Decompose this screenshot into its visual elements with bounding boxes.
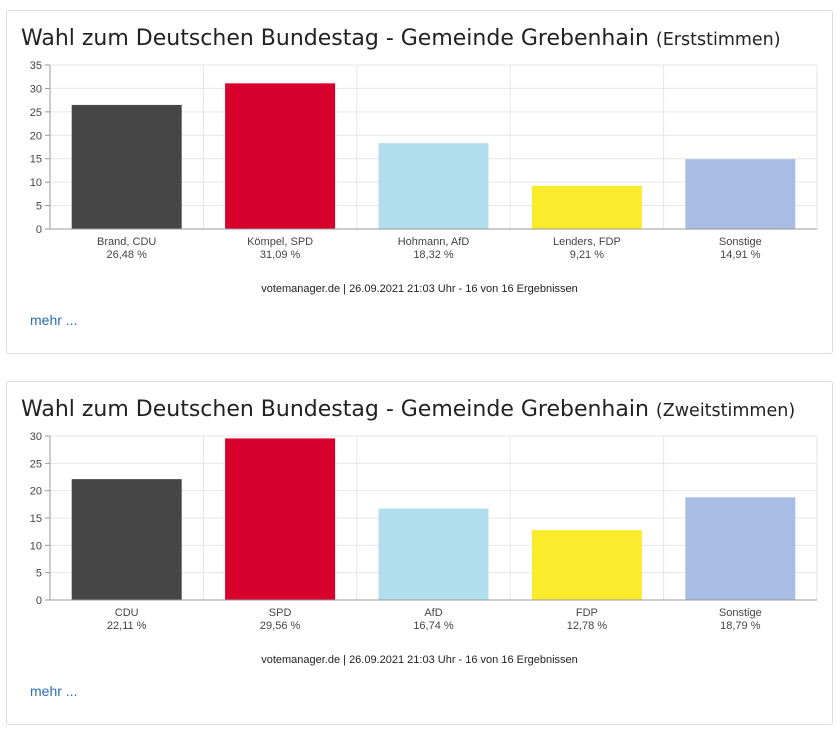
x-tick-label: Sonstige [719,236,762,248]
chart-card-zweitstimmen: Wahl zum Deutschen Bundestag - Gemeinde … [6,381,833,725]
y-tick-label: 5 [36,201,42,213]
y-tick-label: 25 [30,107,42,119]
y-tick-label: 0 [36,224,42,236]
y-tick-label: 30 [30,83,42,95]
source-note: votemanager.de | 26.09.2021 21:03 Uhr - … [261,654,578,666]
x-tick-label: Brand, CDU [97,236,156,248]
bar[interactable] [531,185,642,229]
bar[interactable] [378,508,489,600]
x-tick-label: Sonstige [719,607,762,619]
bar[interactable] [685,497,796,600]
bar[interactable] [225,83,336,230]
y-tick-label: 25 [30,458,42,470]
chart-subtitle: (Erststimmen) [655,30,781,50]
data-label: 18,32 % [413,249,454,261]
y-tick-label: 20 [30,486,42,498]
chart-title: Wahl zum Deutschen Bundestag - Gemeinde … [21,26,781,51]
x-tick-label: FDP [576,607,598,619]
data-label: 14,91 % [720,249,761,261]
y-tick-label: 20 [30,130,42,142]
bar[interactable] [71,104,182,229]
chart-card-erststimmen: Wahl zum Deutschen Bundestag - Gemeinde … [6,10,833,354]
more-link[interactable]: mehr ... [30,312,78,328]
data-label: 18,79 % [720,620,761,632]
bar[interactable] [531,530,642,600]
data-label: 9,21 % [570,249,604,261]
data-label: 22,11 % [107,620,147,632]
y-tick-label: 0 [36,595,42,607]
y-tick-label: 5 [36,568,42,580]
chart-subtitle: (Zweitstimmen) [655,401,796,421]
bar[interactable] [225,438,336,600]
bar[interactable] [685,159,796,229]
bar[interactable] [378,143,489,229]
y-tick-label: 15 [30,513,42,525]
y-tick-label: 15 [30,154,42,166]
x-tick-label: Lenders, FDP [553,236,621,248]
source-note: votemanager.de | 26.09.2021 21:03 Uhr - … [261,283,578,295]
bar[interactable] [71,479,182,600]
data-label: 31,09 % [260,249,301,261]
chart-title: Wahl zum Deutschen Bundestag - Gemeinde … [21,397,796,422]
x-tick-label: AfD [424,607,442,619]
data-label: 16,74 % [413,620,454,632]
y-tick-label: 10 [30,540,42,552]
y-tick-label: 10 [30,177,42,189]
x-tick-label: Kömpel, SPD [247,236,313,248]
x-tick-label: CDU [115,607,139,619]
x-tick-label: SPD [269,607,292,619]
data-label: 26,48 % [107,249,148,261]
y-tick-label: 35 [30,60,42,72]
data-label: 29,56 % [260,620,301,632]
y-tick-label: 30 [30,431,42,443]
more-link[interactable]: mehr ... [30,683,78,699]
data-label: 12,78 % [567,620,608,632]
x-tick-label: Hohmann, AfD [398,236,470,248]
